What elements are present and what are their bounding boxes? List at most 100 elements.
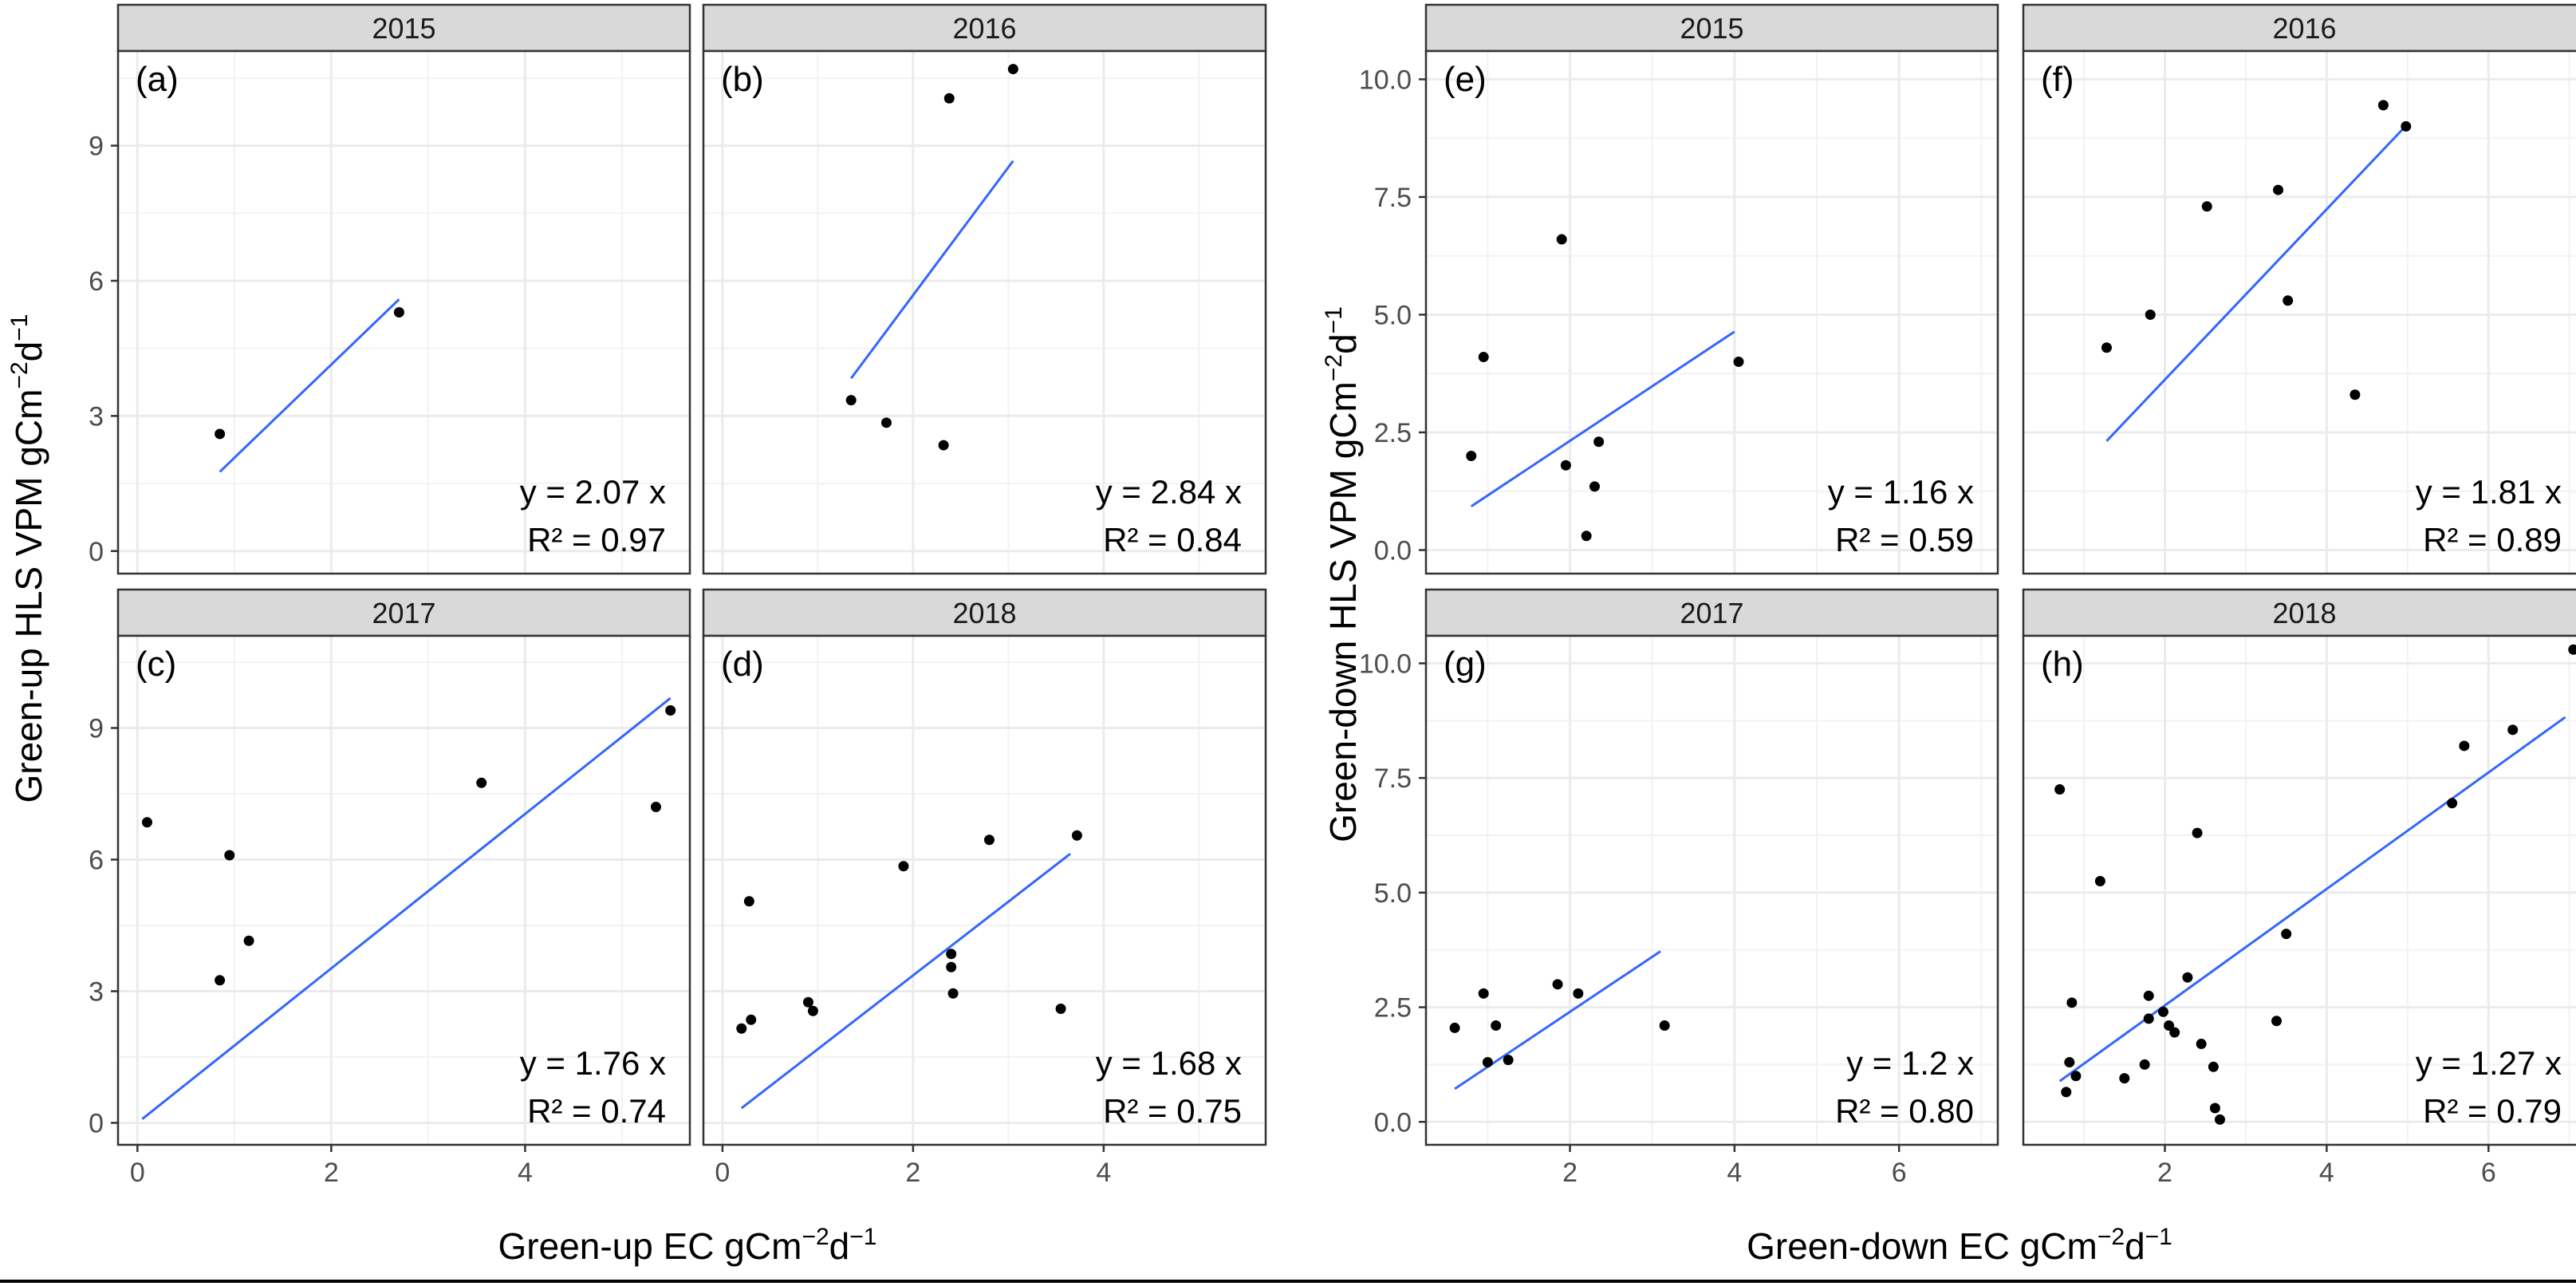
strip-label-b: 2016 bbox=[952, 12, 1016, 45]
data-point bbox=[1560, 460, 1571, 471]
x-tick-label: 2 bbox=[324, 1158, 339, 1188]
data-point bbox=[2447, 798, 2458, 809]
data-point bbox=[476, 777, 487, 788]
data-point bbox=[2164, 1020, 2175, 1032]
data-point bbox=[943, 93, 955, 104]
data-point bbox=[2214, 1114, 2225, 1125]
x-tick-label: 4 bbox=[1727, 1158, 1742, 1188]
plot-bg-d bbox=[703, 636, 1266, 1145]
data-point bbox=[2350, 389, 2361, 400]
r-squared-f: R² = 0.89 bbox=[2423, 521, 2562, 558]
y-tick-label: 6 bbox=[89, 846, 104, 876]
data-point bbox=[2208, 1061, 2219, 1072]
r-squared-e: R² = 0.59 bbox=[1835, 521, 1974, 558]
plot-border-f bbox=[2022, 49, 2576, 575]
strip-f bbox=[2022, 3, 2576, 53]
y-tick-label: 10.0 bbox=[1359, 65, 1412, 95]
data-point bbox=[746, 1014, 757, 1025]
data-point bbox=[215, 428, 226, 440]
data-point bbox=[2157, 1006, 2168, 1017]
x-tick-label: 4 bbox=[1096, 1158, 1111, 1188]
r-squared-g: R² = 0.80 bbox=[1835, 1092, 1974, 1130]
panel-label-d: (d) bbox=[721, 645, 764, 684]
strip-label-e: 2015 bbox=[1680, 12, 1743, 45]
plot-border-h bbox=[2022, 634, 2576, 1146]
y-tick-label: 7.5 bbox=[1374, 183, 1412, 213]
y-tick-label: 3 bbox=[89, 977, 104, 1008]
y-tick-label: 9 bbox=[89, 132, 104, 162]
y-tick-label: 6 bbox=[89, 266, 104, 297]
data-point bbox=[1659, 1020, 1670, 1032]
data-point bbox=[1007, 64, 1018, 75]
y-tick-label: 0.0 bbox=[1374, 535, 1412, 566]
panel-g: 2017 (g) y = 1.2 x R² = 0.80 0.0 2.5 5.0 7.5 10.… bbox=[1359, 588, 1999, 1188]
data-point bbox=[1491, 1020, 1502, 1032]
data-point bbox=[1055, 1004, 1066, 1014]
data-point bbox=[1466, 450, 1477, 461]
strip-g bbox=[1424, 588, 1999, 637]
plot-border-b bbox=[702, 49, 1267, 575]
equation-c: y = 1.76 x bbox=[520, 1044, 666, 1082]
data-point bbox=[1593, 436, 1605, 448]
equation-e: y = 1.16 x bbox=[1828, 473, 1974, 511]
data-point bbox=[845, 395, 857, 406]
data-point bbox=[2201, 201, 2212, 212]
data-point bbox=[2459, 740, 2470, 751]
x-tick-label: 6 bbox=[1892, 1158, 1907, 1188]
y-tick-label: 7.5 bbox=[1374, 763, 1412, 794]
data-point bbox=[2054, 784, 2066, 795]
data-point bbox=[2182, 972, 2193, 983]
x-tick-label: 2 bbox=[1562, 1158, 1578, 1188]
left-xlabel: Green-up EC gCm−2d−1 bbox=[498, 1224, 877, 1267]
data-point bbox=[983, 834, 995, 846]
data-point bbox=[2066, 997, 2078, 1008]
equation-b: y = 2.84 x bbox=[1096, 473, 1242, 511]
data-point bbox=[1071, 830, 1082, 841]
panel-a: 2015 (a) y = 2.07 x R² = 0.97 0 3 6 9 bbox=[89, 3, 691, 575]
plot-border-a bbox=[116, 49, 691, 575]
strip-a bbox=[116, 3, 691, 53]
data-point bbox=[1482, 1057, 1493, 1068]
data-point bbox=[2273, 184, 2284, 195]
fit-line-a bbox=[219, 298, 400, 473]
data-point bbox=[650, 802, 661, 812]
panel-h: 2018 (h) y = 1.27 x R² = 0.79 2 4 6 bbox=[2022, 588, 2576, 1188]
data-point bbox=[2094, 876, 2105, 887]
strip-e bbox=[1424, 3, 1999, 53]
x-tick-label: 2 bbox=[905, 1158, 920, 1188]
x-tick-label: 4 bbox=[518, 1158, 533, 1188]
data-point bbox=[2143, 990, 2154, 1001]
data-point bbox=[393, 307, 404, 318]
data-point bbox=[880, 417, 892, 428]
fit-line-b bbox=[850, 160, 1014, 380]
y-tick-label: 5.0 bbox=[1374, 300, 1412, 330]
plot-border-g bbox=[1424, 634, 1999, 1146]
data-point bbox=[2143, 1013, 2154, 1024]
data-point bbox=[141, 817, 152, 828]
equation-g: y = 1.2 x bbox=[1846, 1044, 1974, 1082]
equation-a: y = 2.07 x bbox=[520, 473, 666, 511]
panels-layer: 2015 (a) y = 2.07 x R² = 0.97 0 3 6 9 2016 (b) y =… bbox=[89, 3, 2576, 1188]
fit-line-c bbox=[141, 696, 672, 1120]
plot-border-d bbox=[702, 634, 1267, 1146]
fit-line-e bbox=[1470, 330, 1735, 507]
data-point bbox=[946, 961, 957, 972]
right-ylabel: Green-down HLS VPM gCm−2d−1 bbox=[1321, 306, 1364, 842]
data-point bbox=[1478, 988, 1489, 999]
strip-label-f: 2016 bbox=[2272, 12, 2336, 45]
r-squared-a: R² = 0.97 bbox=[527, 521, 666, 558]
strip-b bbox=[702, 3, 1267, 53]
panel-label-c: (c) bbox=[136, 645, 176, 684]
x-tick-label: 6 bbox=[2481, 1158, 2496, 1188]
data-point bbox=[2196, 1039, 2207, 1050]
y-tick-label: 0 bbox=[89, 1109, 104, 1139]
r-squared-h: R² = 0.79 bbox=[2423, 1092, 2562, 1130]
y-tick-label: 2.5 bbox=[1374, 993, 1412, 1024]
panel-d: 2018 (d) y = 1.68 x R² = 0.75 0 2 4 bbox=[702, 588, 1267, 1188]
data-point bbox=[2119, 1073, 2130, 1084]
data-point bbox=[2568, 644, 2576, 655]
y-tick-label: 3 bbox=[89, 401, 104, 432]
data-point bbox=[1733, 356, 1744, 367]
data-point bbox=[2209, 1103, 2220, 1114]
